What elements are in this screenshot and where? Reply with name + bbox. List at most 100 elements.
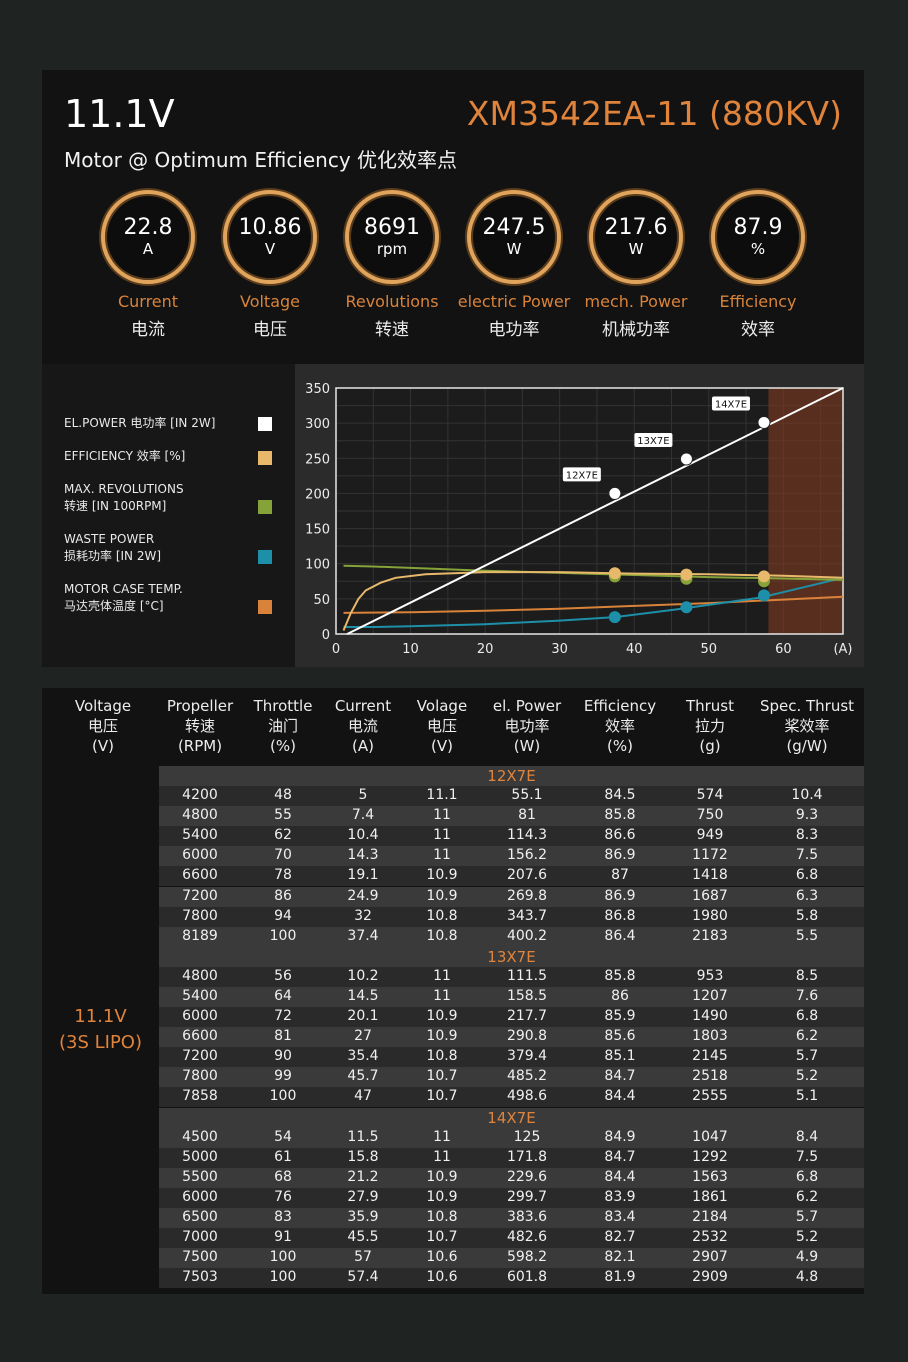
table-cell: 35.4: [347, 1048, 379, 1065]
table-cell: 6.2: [795, 1188, 819, 1205]
table-cell: 99: [274, 1068, 292, 1085]
table-cell: 4200: [182, 787, 218, 803]
table-cell: 7800: [182, 907, 218, 924]
gauge-label-en: Voltage: [239, 292, 300, 311]
legend-label-case-temp: MOTOR CASE TEMP. 马达壳体温度 [°C]: [64, 582, 183, 613]
table-cell: 61: [274, 1148, 292, 1165]
table-cell: 86.9: [604, 887, 636, 904]
legend-label-efficiency: EFFICIENCY 效率 [%]: [64, 449, 186, 463]
gauge-label-en: Current: [117, 292, 179, 311]
gauge-ring: 217.6 W: [589, 190, 683, 284]
table-cell: 5.5: [795, 927, 819, 944]
table-cell: 84.7: [604, 1148, 636, 1165]
table-cell: 5500: [182, 1168, 218, 1185]
table-cell: 100: [269, 927, 297, 944]
column-header-line: Propeller: [166, 697, 234, 715]
table-cell: 83: [274, 1208, 292, 1225]
table-cell: 82.1: [604, 1249, 636, 1266]
table-cell: 8.4: [795, 1128, 819, 1145]
y-tick-label: 100: [305, 558, 330, 573]
chart-panel: EL.POWER 电功率 [IN 2W] EFFICIENCY 效率 [%] M…: [42, 364, 864, 667]
table-cell: 27.9: [347, 1188, 379, 1205]
table-cell: 2555: [692, 1088, 728, 1105]
table-cell: 11.1: [426, 787, 458, 803]
gauge-current: 22.8 A Current 电流: [87, 190, 209, 340]
table-cell: 6000: [182, 847, 218, 864]
table-cell: 7000: [182, 1229, 218, 1245]
column-header: Current 电流 (A): [308, 696, 418, 756]
gauge-value: 247.5: [482, 215, 546, 240]
x-tick-label: 10: [402, 642, 419, 657]
x-tick-label: 20: [477, 642, 494, 657]
table-cell: 85.9: [604, 1008, 636, 1024]
table-cell: 5.7: [795, 1048, 819, 1065]
table-cell: 6.8: [795, 1008, 819, 1024]
table-cell: 7500: [182, 1249, 218, 1266]
table-cell: 10.9: [426, 867, 458, 884]
efficiency-marker: [608, 567, 621, 580]
voltage-cell-battery: (3S LIPO): [58, 1032, 142, 1053]
table-cell: 6.2: [795, 1028, 819, 1045]
table-cell: 7200: [182, 887, 218, 904]
table-cell: 1687: [692, 887, 728, 904]
table-cell: 343.7: [506, 907, 548, 924]
table-cell: 86.4: [604, 927, 636, 944]
table-cell: 7.5: [795, 847, 819, 864]
x-axis-label: (A): [833, 642, 852, 657]
table-cell: 4800: [182, 967, 218, 984]
table-row: 5400 64 14.5 11 158.5 86 1207 7.6: [159, 986, 864, 1007]
column-header: Throttle 油门 (%): [228, 696, 338, 756]
table-cell: 10.7: [426, 1229, 458, 1245]
table-cell: 82.7: [604, 1229, 636, 1245]
column-header-line: 拉力: [694, 717, 725, 735]
table-row: 7858 100 47 10.7 498.6 84.4 2555 5.1: [159, 1087, 864, 1108]
table-cell: 55.1: [511, 787, 543, 803]
table-cell: 2184: [692, 1208, 728, 1225]
column-header-line: (g): [699, 737, 721, 755]
table-cell: 57.4: [347, 1269, 379, 1286]
table-cell: 1207: [692, 987, 728, 1004]
gauge-revolutions: 8691 rpm Revolutions 转速: [331, 190, 453, 340]
table-cell: 4.9: [795, 1249, 819, 1266]
table-cell: 5: [358, 787, 368, 803]
table-cell: 6.8: [795, 867, 819, 884]
table-cell: 574: [696, 787, 724, 803]
gauge-unit: W: [506, 240, 522, 258]
table-cell: 7.6: [795, 987, 819, 1004]
table-cell: 2183: [692, 927, 728, 944]
table-cell: 1490: [692, 1008, 728, 1024]
performance-table: Voltage 电压 (V) Propeller 转速 (RPM) Throttle 油门 (%…: [42, 688, 864, 1294]
table-cell: 86.8: [604, 907, 636, 924]
column-header-line: 电压: [426, 717, 457, 735]
column-header-line: Throttle: [253, 697, 313, 715]
table-cell: 56: [274, 967, 292, 984]
table-cell: 158.5: [506, 987, 548, 1004]
table-cell: 750: [696, 807, 724, 824]
table-cell: 10.8: [426, 907, 458, 924]
series-line: [343, 595, 844, 614]
el-power-marker: [608, 486, 622, 500]
table-cell: 5000: [182, 1148, 218, 1165]
table-cell: 10.9: [426, 1008, 458, 1024]
table-cell: 57: [354, 1249, 372, 1266]
table-row: 5500 68 21.2 10.9 229.6 84.4 1563 6.8: [159, 1167, 864, 1188]
table-row: 6500 83 35.9 10.8 383.6 83.4 2184 5.7: [159, 1207, 864, 1228]
table-cell: 72: [274, 1008, 292, 1024]
table-cell: 7503: [182, 1269, 218, 1286]
table-cell: 32: [354, 907, 372, 924]
table-cell: 7.4: [351, 807, 375, 824]
table-cell: 114.3: [506, 827, 548, 844]
table-cell: 10.9: [426, 1168, 458, 1185]
table-cell: 10.9: [426, 1188, 458, 1205]
table-cell: 62: [274, 827, 292, 844]
table-cell: 76: [274, 1188, 292, 1205]
voltage-cell: 11.1V (3S LIPO): [42, 766, 159, 1294]
series-line: [346, 387, 844, 635]
table-row: 6600 81 27 10.9 290.8 85.6 1803 6.2: [159, 1027, 864, 1048]
table-cell: 8189: [182, 927, 218, 944]
gauge-unit: V: [264, 240, 276, 258]
propeller-group-header: 12X7E: [159, 766, 864, 786]
table-row: 7200 90 35.4 10.8 379.4 85.1 2145 5.7: [159, 1047, 864, 1068]
gauge-label-cn: 转速: [375, 320, 409, 340]
y-tick-label: 200: [305, 487, 330, 502]
